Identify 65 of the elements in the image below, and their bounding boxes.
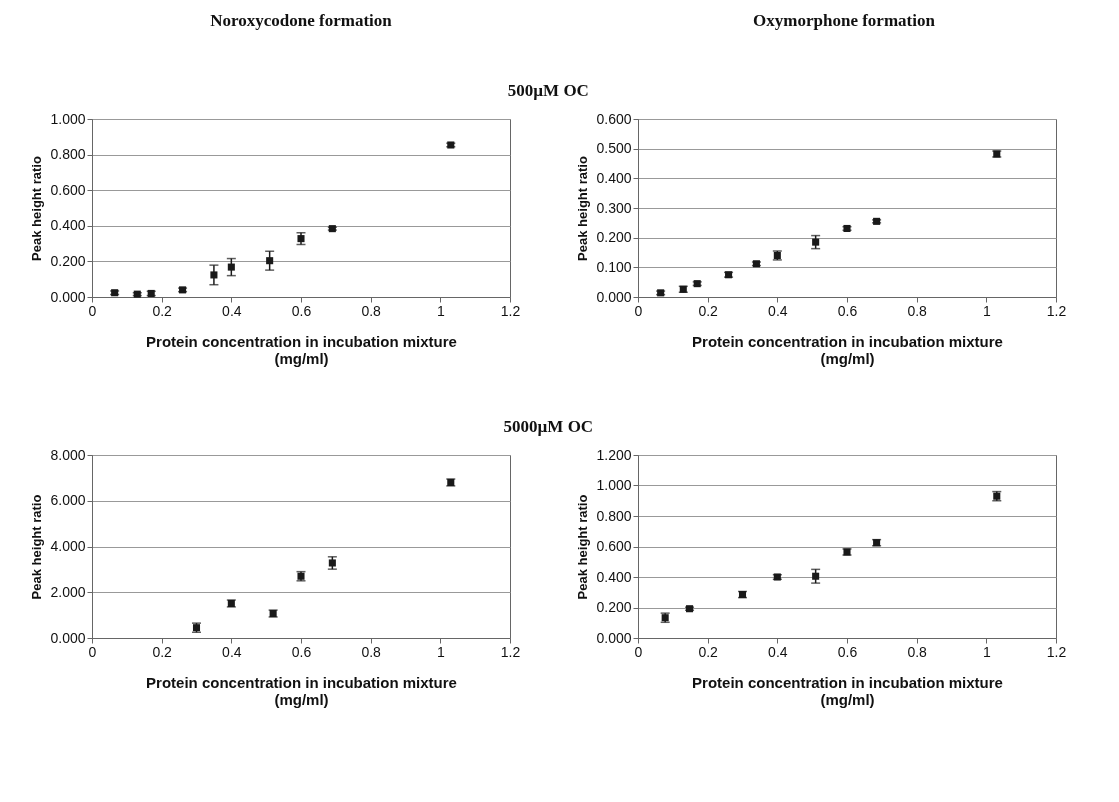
y-tick-label: 8.000 (50, 446, 86, 463)
y-tick-label: 1.200 (596, 446, 632, 463)
y-tick-label: 0.400 (50, 217, 86, 234)
x-tick-label: 0.6 (291, 302, 312, 319)
x-tick-label: 0 (88, 643, 97, 660)
y-tick-label: 0.800 (596, 507, 632, 524)
x-tick-label: 0.6 (837, 643, 858, 660)
y-tick-label: 0.200 (596, 229, 632, 246)
y-tick-label: 0.000 (50, 288, 86, 305)
y-tick-label: 4.000 (50, 538, 86, 554)
x-tick-label: 0.2 (698, 302, 719, 319)
y-tick-label: 0.200 (596, 599, 632, 615)
y-tick-label: 0.000 (50, 629, 86, 646)
x-tick-label: 0.8 (907, 302, 928, 319)
x-tick-label: 0.2 (152, 302, 173, 319)
x-axis-title: Protein concentration in incubation mixture (mg/ml) (146, 332, 457, 367)
x-tick-label: 1.2 (1046, 302, 1067, 319)
x-tick-label: 0.8 (361, 643, 382, 660)
y-tick-label: 0.500 (596, 140, 632, 157)
x-axis-title: Protein concentration in incubation mixture (mg/ml) (692, 673, 1003, 708)
y-tick-label: 6.000 (50, 492, 86, 509)
y-tick-label: 0.600 (50, 181, 86, 198)
text: 5000µM OC (503, 416, 594, 436)
x-tick-label: 1.2 (500, 302, 521, 319)
x-axis-title: Protein concentration in incubation mixture (mg/ml) (146, 673, 457, 708)
y-tick-label: 1.000 (596, 477, 632, 493)
y-tick-label: 0.400 (596, 568, 632, 585)
x-tick-label: 0.4 (222, 302, 242, 319)
y-tick-label: 0.000 (596, 629, 632, 646)
chart-title: Noroxycodone formation (210, 11, 393, 30)
y-tick-label: 0.200 (50, 252, 86, 269)
x-tick-label: 1 (982, 302, 991, 319)
y-tick-label: 0.000 (596, 288, 632, 305)
x-tick-label: 0.6 (291, 643, 312, 660)
text: 500µM OC (507, 80, 589, 100)
x-tick-label: 0.6 (837, 302, 858, 319)
y-tick-label: 0.600 (596, 110, 632, 127)
x-tick-label: 0 (634, 302, 643, 319)
x-tick-label: 1 (982, 643, 991, 660)
x-tick-label: 1 (436, 643, 445, 660)
y-tick-label: 1.000 (50, 110, 86, 127)
x-tick-label: 1.2 (1046, 643, 1067, 660)
x-tick-label: 0.2 (698, 643, 719, 660)
y-tick-label: 0.800 (50, 146, 86, 163)
x-tick-label: 0 (88, 302, 97, 319)
y-axis-title: Peak height ratio (575, 156, 591, 261)
x-tick-label: 1 (436, 302, 445, 319)
y-tick-label: 0.600 (596, 538, 632, 554)
y-tick-label: 0.300 (596, 199, 632, 216)
x-tick-label: 0.8 (361, 302, 382, 319)
x-tick-label: 0.4 (222, 643, 242, 660)
x-tick-label: 0.4 (768, 643, 788, 660)
y-axis-title: Peak height ratio (29, 494, 45, 600)
x-tick-label: 0 (634, 643, 643, 660)
y-axis-title: Peak height ratio (575, 494, 591, 600)
chart-title: Oxymorphone formation (753, 11, 936, 30)
y-tick-label: 0.400 (596, 169, 632, 186)
x-tick-label: 0.4 (768, 302, 788, 319)
y-axis-title: Peak height ratio (29, 156, 45, 261)
y-tick-label: 2.000 (50, 583, 86, 600)
x-axis-title: Protein concentration in incubation mixture (mg/ml) (692, 332, 1003, 367)
y-tick-label: 0.100 (596, 258, 632, 275)
x-tick-label: 0.8 (907, 643, 928, 660)
x-tick-label: 1.2 (500, 643, 521, 660)
x-tick-label: 0.2 (152, 643, 173, 660)
